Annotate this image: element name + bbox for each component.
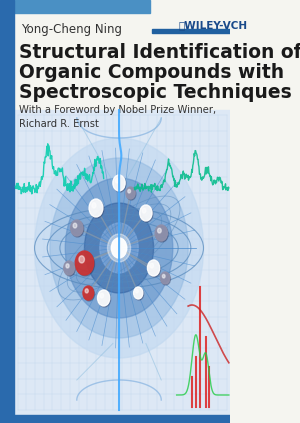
Text: ⓁWILEY-VCH: ⓁWILEY-VCH bbox=[178, 20, 247, 30]
Text: Yong-Cheng Ning: Yong-Cheng Ning bbox=[22, 23, 122, 36]
Ellipse shape bbox=[65, 178, 173, 318]
Circle shape bbox=[71, 221, 84, 237]
Circle shape bbox=[115, 178, 119, 183]
Circle shape bbox=[66, 264, 69, 268]
Circle shape bbox=[111, 238, 127, 258]
Circle shape bbox=[134, 288, 144, 300]
Circle shape bbox=[140, 205, 152, 221]
Circle shape bbox=[148, 261, 160, 277]
Circle shape bbox=[158, 228, 161, 233]
Ellipse shape bbox=[85, 203, 154, 293]
Circle shape bbox=[73, 223, 77, 228]
Bar bbox=[0, 0, 14, 423]
Circle shape bbox=[70, 220, 83, 236]
Circle shape bbox=[136, 289, 138, 293]
Circle shape bbox=[156, 226, 168, 242]
Circle shape bbox=[142, 208, 146, 213]
Circle shape bbox=[147, 260, 160, 276]
Circle shape bbox=[98, 290, 110, 306]
Ellipse shape bbox=[107, 234, 130, 262]
Ellipse shape bbox=[34, 138, 203, 358]
Circle shape bbox=[89, 199, 103, 217]
Bar bbox=[14, 110, 230, 415]
Bar bbox=[152, 29, 230, 33]
Circle shape bbox=[134, 287, 143, 299]
Circle shape bbox=[92, 203, 96, 208]
Circle shape bbox=[64, 262, 75, 276]
Circle shape bbox=[126, 187, 135, 199]
Circle shape bbox=[85, 289, 88, 293]
Circle shape bbox=[150, 263, 154, 268]
Circle shape bbox=[83, 286, 94, 300]
Circle shape bbox=[84, 287, 94, 301]
Text: Organic Compounds with: Organic Compounds with bbox=[19, 63, 284, 82]
Ellipse shape bbox=[100, 223, 138, 273]
Circle shape bbox=[75, 251, 94, 275]
Circle shape bbox=[155, 225, 167, 241]
Circle shape bbox=[64, 261, 74, 275]
Circle shape bbox=[76, 252, 94, 276]
Circle shape bbox=[127, 188, 136, 200]
Circle shape bbox=[161, 273, 170, 285]
Text: With a Foreword by Nobel Prize Winner,
Richard R. Ernst: With a Foreword by Nobel Prize Winner, R… bbox=[19, 105, 216, 129]
Circle shape bbox=[100, 293, 104, 298]
Ellipse shape bbox=[111, 238, 127, 258]
Ellipse shape bbox=[50, 158, 188, 338]
Bar bbox=[0, 0, 150, 13]
Bar bbox=[0, 415, 230, 423]
Circle shape bbox=[98, 291, 111, 307]
Circle shape bbox=[90, 200, 104, 218]
Text: Spectroscopic Techniques: Spectroscopic Techniques bbox=[19, 83, 292, 102]
Circle shape bbox=[140, 206, 153, 222]
Circle shape bbox=[113, 175, 125, 191]
Circle shape bbox=[114, 176, 126, 192]
Circle shape bbox=[128, 190, 130, 193]
Text: Structural Identification of: Structural Identification of bbox=[19, 43, 300, 62]
Circle shape bbox=[79, 256, 85, 263]
Circle shape bbox=[160, 272, 170, 284]
Circle shape bbox=[162, 275, 165, 278]
